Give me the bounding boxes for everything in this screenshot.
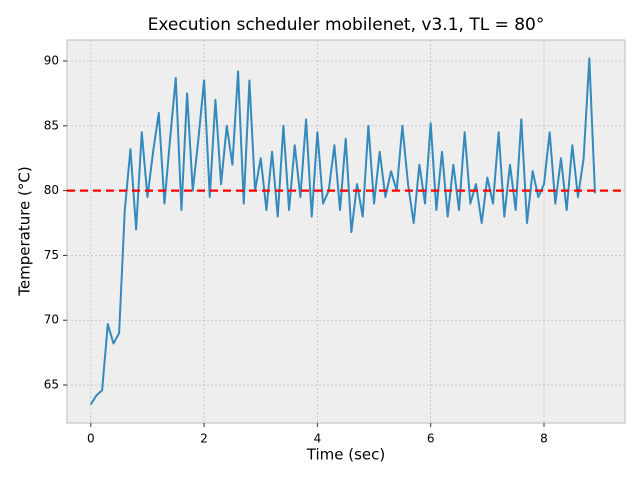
x-axis-label: Time (sec): [306, 446, 385, 464]
x-tick-label: 0: [87, 432, 95, 446]
data-line: [89, 57, 596, 405]
y-tick-label: 85: [44, 118, 59, 132]
y-tick-label: 65: [44, 378, 59, 392]
x-tick-label: 8: [540, 432, 548, 446]
x-tick-label: 4: [314, 432, 322, 446]
x-tick-label: 2: [200, 432, 208, 446]
x-tick-label: 6: [427, 432, 435, 446]
y-tick-label: 75: [44, 248, 59, 262]
y-tick-label: 90: [44, 53, 59, 67]
y-axis-label: Temperature (°C): [16, 166, 34, 296]
chart-title: Execution scheduler mobilenet, v3.1, TL …: [148, 15, 545, 35]
y-tick-label: 80: [44, 183, 59, 197]
y-tick-label: 70: [44, 313, 59, 327]
plot-area: [66, 39, 626, 424]
